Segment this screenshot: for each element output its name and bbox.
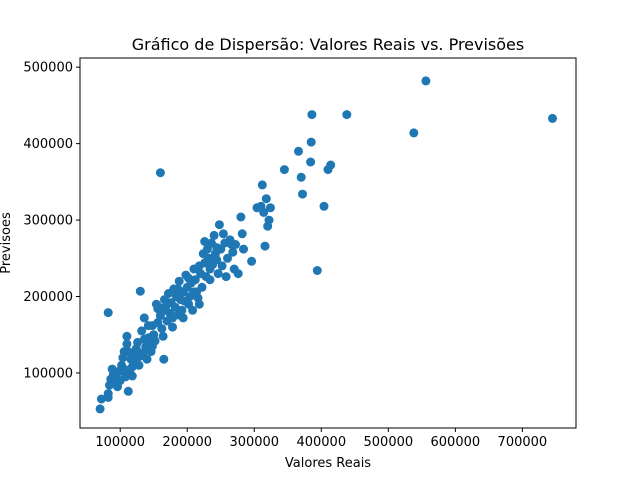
x-tick-label: 200000 [162,435,212,450]
data-point [194,299,204,309]
x-tick-label: 100000 [95,435,145,450]
data-point [298,189,307,199]
data-point [259,207,269,217]
data-point [188,305,198,315]
data-point [162,299,172,309]
data-point [147,341,157,351]
data-point [174,276,184,286]
data-point [197,282,207,292]
data-point [153,304,163,314]
y-tick-label: 500000 [23,61,73,76]
data-point [135,286,145,296]
data-point [200,237,210,246]
data-point [306,137,316,147]
y-tick-label: 200000 [23,290,73,305]
data-point [122,339,132,349]
data-point [227,240,236,249]
data-point [170,302,180,312]
x-axis-label: Valores Reais [285,456,371,471]
data-point [236,212,246,222]
data-point [96,394,106,404]
data-point [159,354,169,364]
points-layer [95,76,557,414]
data-point [239,244,248,254]
data-point [157,324,167,334]
data-point [212,255,222,265]
data-point [139,313,149,323]
data-point [233,269,243,279]
data-point [177,305,187,315]
data-point [212,243,222,253]
y-tick-label: 400000 [23,137,73,152]
x-tick-label: 400000 [296,435,346,450]
data-point [184,273,194,283]
x-tick-label: 300000 [229,435,279,450]
data-point [228,247,238,257]
data-point [264,215,274,225]
x-axis: 100000 200000 300000 400000 500000 600000 7000… [95,428,547,450]
data-point [158,331,168,341]
data-point [121,365,131,375]
x-tick-label: 600000 [431,435,481,450]
data-point [173,284,183,294]
data-point [103,308,113,318]
data-point [548,113,557,123]
data-point [257,180,267,190]
data-point [205,275,215,285]
data-point [209,230,219,240]
data-point [214,220,224,230]
data-point [294,146,303,156]
plot-area [80,58,576,428]
data-point [155,168,165,178]
chart-title: Gráfico de Dispersão: Valores Reais vs. … [132,35,524,54]
data-point [260,241,270,251]
data-point [307,110,317,120]
data-point [103,389,113,399]
y-axis-label: Previsoes [0,212,14,274]
data-point [306,157,316,167]
x-tick-label: 700000 [498,435,548,450]
data-point [221,272,231,282]
data-point [123,347,133,357]
data-point [95,404,105,414]
data-point [131,354,141,364]
data-point [168,322,177,332]
x-tick-label: 500000 [364,435,414,450]
data-point [261,194,271,204]
data-point [190,275,200,285]
data-point [342,110,352,120]
data-point [421,76,431,86]
data-point [223,253,232,263]
y-tick-label: 300000 [23,214,73,229]
data-point [217,261,227,271]
data-point [142,354,152,364]
data-point [189,287,199,297]
data-point [127,371,137,381]
data-point [265,203,275,213]
data-point [279,165,289,175]
data-point [122,331,132,341]
data-point [123,386,133,396]
data-point [213,269,223,279]
data-point [326,160,336,170]
data-point [237,229,247,239]
data-point [319,201,329,211]
data-point [139,334,149,344]
data-point [218,229,228,239]
data-point [143,321,153,331]
data-point [178,313,188,323]
plot-frame [79,57,577,429]
data-point [296,172,306,182]
data-point [133,337,143,347]
data-point [247,256,257,266]
y-tick-label: 100000 [23,366,73,381]
data-point [312,266,322,275]
data-point [409,128,419,138]
data-point [137,326,147,336]
y-axis: 100000 200000 300000 400000 500000 [23,61,80,381]
